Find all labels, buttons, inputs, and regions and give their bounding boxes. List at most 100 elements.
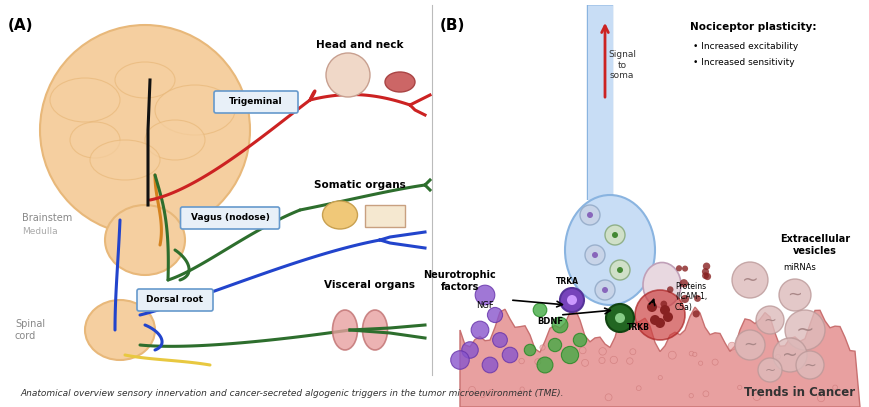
Circle shape: [647, 302, 656, 312]
Circle shape: [775, 354, 779, 359]
Circle shape: [693, 295, 700, 302]
Circle shape: [701, 272, 708, 279]
FancyBboxPatch shape: [180, 207, 279, 229]
Text: (A): (A): [8, 18, 34, 33]
Text: • Increased excitability: • Increased excitability: [693, 42, 798, 51]
Circle shape: [611, 232, 617, 238]
Text: miRNAs: miRNAs: [783, 263, 815, 273]
Circle shape: [667, 351, 675, 359]
Circle shape: [480, 392, 485, 398]
Circle shape: [567, 295, 576, 305]
Circle shape: [591, 252, 597, 258]
Circle shape: [547, 338, 561, 352]
FancyBboxPatch shape: [214, 91, 298, 113]
Circle shape: [614, 313, 624, 323]
Circle shape: [667, 286, 673, 293]
Circle shape: [605, 394, 611, 401]
Circle shape: [561, 346, 578, 363]
Text: Brainstem: Brainstem: [22, 213, 72, 223]
Circle shape: [579, 347, 586, 354]
Circle shape: [552, 317, 567, 333]
Text: BDNF: BDNF: [536, 317, 562, 326]
Ellipse shape: [322, 201, 357, 229]
Circle shape: [649, 315, 660, 325]
Circle shape: [481, 357, 497, 373]
Circle shape: [501, 347, 517, 363]
Text: • Increased sensitivity: • Increased sensitivity: [693, 58, 793, 67]
Circle shape: [757, 358, 781, 382]
Circle shape: [616, 267, 622, 273]
Circle shape: [753, 393, 760, 400]
Text: Dorsal root: Dorsal root: [146, 295, 203, 304]
Circle shape: [688, 351, 693, 356]
Ellipse shape: [362, 310, 387, 350]
Circle shape: [524, 344, 535, 356]
Text: Proteins
(ICAM-1,
C5a): Proteins (ICAM-1, C5a): [674, 282, 706, 312]
Circle shape: [675, 265, 681, 271]
Circle shape: [679, 279, 687, 287]
Circle shape: [468, 386, 475, 393]
Ellipse shape: [564, 195, 654, 305]
Circle shape: [471, 321, 488, 339]
Circle shape: [701, 268, 708, 275]
Circle shape: [711, 359, 717, 365]
FancyBboxPatch shape: [365, 205, 405, 227]
Text: Visceral organs: Visceral organs: [324, 280, 415, 290]
Circle shape: [487, 307, 502, 323]
Circle shape: [634, 290, 684, 340]
Text: NGF: NGF: [475, 300, 494, 309]
Circle shape: [518, 358, 524, 364]
Circle shape: [326, 53, 369, 97]
Ellipse shape: [385, 72, 415, 92]
Text: ~: ~: [795, 320, 813, 340]
Circle shape: [598, 357, 604, 363]
Circle shape: [784, 310, 824, 350]
Circle shape: [703, 273, 710, 280]
Ellipse shape: [90, 140, 160, 180]
Ellipse shape: [50, 78, 120, 122]
Circle shape: [660, 301, 667, 307]
Circle shape: [609, 356, 617, 363]
Circle shape: [692, 352, 696, 357]
Text: Anatomical overview sensory innervation and cancer-secreted algogenic triggers i: Anatomical overview sensory innervation …: [20, 389, 563, 398]
Text: Trends in Cancer: Trends in Cancer: [743, 387, 854, 400]
Ellipse shape: [85, 300, 155, 360]
Circle shape: [778, 279, 810, 311]
Text: ~: ~: [742, 336, 756, 354]
Ellipse shape: [332, 310, 357, 350]
Ellipse shape: [105, 205, 185, 275]
Circle shape: [629, 349, 635, 355]
Circle shape: [680, 295, 688, 303]
Circle shape: [702, 391, 708, 397]
Circle shape: [461, 342, 478, 358]
Text: ~: ~: [740, 271, 758, 289]
Text: Vagus (nodose): Vagus (nodose): [190, 214, 269, 223]
Circle shape: [727, 342, 735, 350]
Ellipse shape: [115, 62, 175, 98]
Text: Head and neck: Head and neck: [316, 40, 403, 50]
Circle shape: [698, 361, 702, 365]
Circle shape: [598, 348, 606, 355]
Circle shape: [581, 359, 587, 366]
Circle shape: [534, 359, 541, 365]
Circle shape: [573, 333, 586, 347]
Circle shape: [450, 351, 468, 369]
Text: Trigeminal: Trigeminal: [229, 98, 282, 107]
Circle shape: [702, 263, 709, 270]
Circle shape: [604, 225, 624, 245]
Circle shape: [734, 330, 764, 360]
Circle shape: [755, 306, 783, 334]
Ellipse shape: [40, 25, 249, 235]
Text: ~: ~: [786, 286, 801, 304]
Text: TRKB: TRKB: [626, 324, 648, 333]
Circle shape: [536, 357, 553, 373]
Circle shape: [492, 333, 507, 348]
Text: Nociceptor plasticity:: Nociceptor plasticity:: [689, 22, 816, 32]
Circle shape: [584, 245, 604, 265]
Text: Medulla: Medulla: [22, 228, 57, 236]
Circle shape: [594, 280, 614, 300]
Text: TRKA: TRKA: [555, 278, 578, 287]
Circle shape: [606, 304, 634, 332]
Circle shape: [662, 312, 673, 322]
Circle shape: [601, 287, 607, 293]
